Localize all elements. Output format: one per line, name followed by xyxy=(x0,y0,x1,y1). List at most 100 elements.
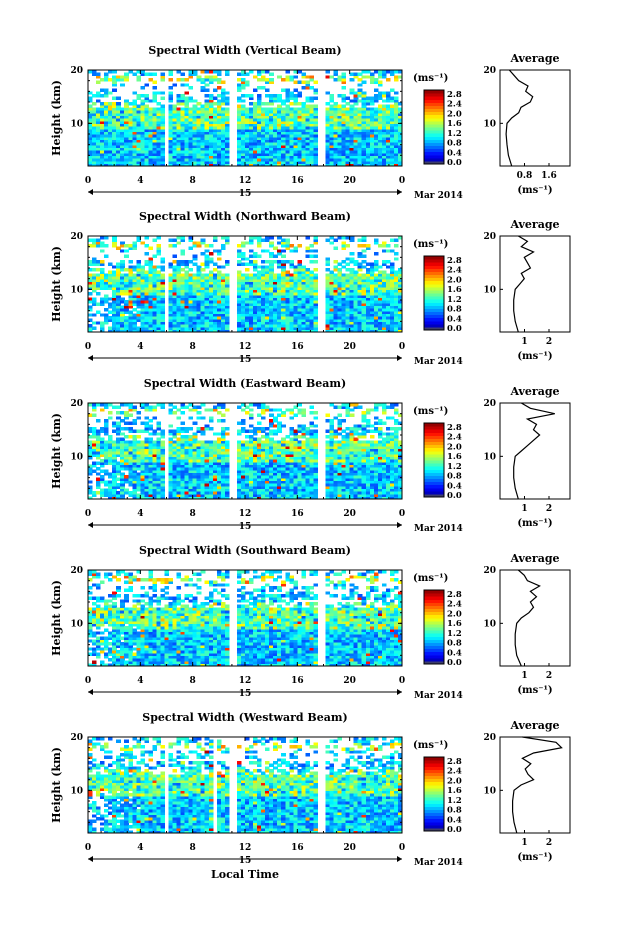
heatmap-cell xyxy=(325,297,331,301)
heatmap-cell xyxy=(116,96,121,100)
heatmap-cell xyxy=(305,289,310,293)
heatmap-cell xyxy=(341,292,347,296)
heatmap-cell xyxy=(281,134,286,138)
heatmap-cell xyxy=(389,324,395,328)
heatmap-cell xyxy=(144,123,149,127)
heatmap-cell xyxy=(341,265,347,269)
heatmap-cell xyxy=(184,316,190,320)
heatmap-cell xyxy=(100,445,105,449)
heatmap-cell xyxy=(172,483,178,487)
heatmap-cell xyxy=(212,112,218,116)
heatmap-cell xyxy=(132,244,137,248)
heatmap-cell xyxy=(325,257,331,261)
heatmap-cell xyxy=(289,262,294,266)
heatmap-cell xyxy=(200,118,206,122)
heatmap-cell xyxy=(136,300,141,304)
heatmap-cell xyxy=(156,144,161,148)
heatmap-cell xyxy=(273,329,278,333)
colorbar-segment xyxy=(424,139,444,143)
heatmap-cell xyxy=(188,324,194,328)
heatmap-cell xyxy=(224,70,230,74)
heatmap-cell xyxy=(361,104,367,108)
heatmap-cell xyxy=(96,419,101,423)
heatmap-cell xyxy=(184,110,190,114)
heatmap-cell xyxy=(192,496,198,500)
heatmap-cell xyxy=(100,475,105,479)
heatmap-cell xyxy=(100,286,105,290)
heatmap-cell xyxy=(353,284,359,288)
heatmap-cell xyxy=(345,281,351,285)
heatmap-cell xyxy=(293,292,298,296)
heatmap-cell xyxy=(100,408,105,412)
heatmap-cell xyxy=(152,313,157,317)
heatmap-cell xyxy=(393,118,399,122)
heatmap-cell xyxy=(124,292,129,296)
heatmap-cell xyxy=(92,152,97,156)
heatmap-cell xyxy=(385,118,391,122)
heatmap-cell xyxy=(257,241,262,245)
heatmap-cell xyxy=(180,273,186,277)
heatmap-cell xyxy=(104,110,109,114)
heatmap-cell xyxy=(140,292,145,296)
heatmap-cell xyxy=(224,326,230,330)
heatmap-cell xyxy=(168,459,174,463)
heatmap-cell xyxy=(124,115,129,119)
heatmap-cell xyxy=(393,326,399,330)
heatmap-cell xyxy=(104,445,109,449)
heatmap-cell xyxy=(269,126,274,130)
heatmap-cell xyxy=(381,163,387,167)
heatmap-cell xyxy=(132,313,137,317)
heatmap-cell xyxy=(144,324,149,328)
heatmap-cell xyxy=(265,150,270,154)
heatmap-cell xyxy=(184,289,190,293)
heatmap-cell xyxy=(208,126,214,130)
heatmap-cell xyxy=(152,477,157,481)
heatmap-cell xyxy=(373,286,379,290)
heatmap-cell xyxy=(281,292,286,296)
heatmap-cell xyxy=(112,102,117,106)
heatmap-cell xyxy=(353,310,359,314)
heatmap-cell xyxy=(216,144,222,148)
heatmap-cell xyxy=(297,147,302,151)
heatmap-cell xyxy=(216,305,222,309)
heatmap-cell xyxy=(156,150,161,154)
heatmap-cell xyxy=(184,485,190,489)
heatmap-cell xyxy=(160,91,166,95)
heatmap-cell xyxy=(204,451,210,455)
heatmap-cell xyxy=(313,318,318,322)
heatmap-cell xyxy=(92,429,97,433)
heatmap-cell xyxy=(385,326,391,330)
heatmap-cell xyxy=(188,300,194,304)
heatmap-cell xyxy=(285,241,290,245)
y-axis-label: Height (km) xyxy=(50,246,63,322)
heatmap-cell xyxy=(184,160,190,164)
heatmap-cell xyxy=(333,134,339,138)
heatmap-cell xyxy=(313,249,318,253)
heatmap-cell xyxy=(257,321,262,325)
heatmap-cell xyxy=(156,107,161,111)
heatmap-cell xyxy=(156,467,161,471)
heatmap-cell xyxy=(180,131,186,135)
heatmap-cell xyxy=(385,318,391,322)
heatmap-cell xyxy=(132,308,137,312)
heatmap-cell xyxy=(208,284,214,288)
heatmap-cell xyxy=(381,72,387,76)
heatmap-cell xyxy=(313,281,318,285)
heatmap-cell xyxy=(188,286,194,290)
heatmap-cell xyxy=(92,155,97,159)
heatmap-cell xyxy=(156,318,161,322)
heatmap-cell xyxy=(168,464,174,468)
heatmap-cell xyxy=(236,158,242,162)
heatmap-cell xyxy=(265,289,270,293)
heatmap-cell xyxy=(313,155,318,159)
heatmap-cell xyxy=(389,265,395,269)
heatmap-cell xyxy=(329,120,335,124)
heatmap-cell xyxy=(365,310,371,314)
heatmap-cell xyxy=(184,488,190,492)
heatmap-cell xyxy=(128,273,133,277)
heatmap-cell xyxy=(148,294,153,298)
heatmap-cell xyxy=(369,305,375,309)
heatmap-cell xyxy=(236,262,242,266)
heatmap-cell xyxy=(285,120,290,124)
heatmap-cell xyxy=(289,294,294,298)
